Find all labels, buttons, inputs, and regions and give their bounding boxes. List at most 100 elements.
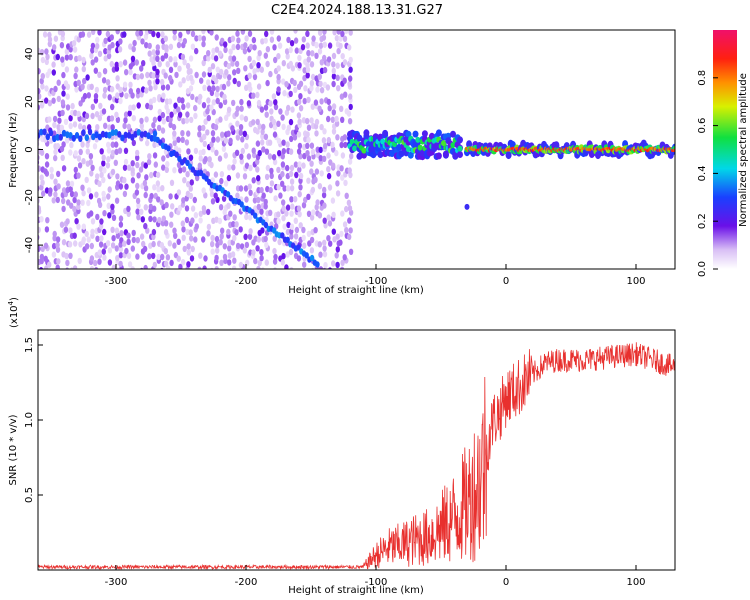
- heatmap-cell: [201, 59, 206, 67]
- heatmap-cell: [452, 152, 459, 160]
- colorbar-ticks: 0.0 0.2 0.4 0.6 0.8: [697, 70, 718, 277]
- heatmap-cell: [251, 59, 257, 67]
- heatmap-cell: [159, 242, 165, 249]
- heatmap-cell: [331, 61, 336, 68]
- heatmap-cell: [81, 158, 86, 165]
- heatmap-cell: [68, 115, 73, 122]
- heatmap-cell: [276, 65, 281, 72]
- heatmap-cell: [141, 60, 146, 67]
- heatmap-cell: [251, 36, 257, 44]
- heatmap-cell: [130, 92, 135, 99]
- heatmap-cell: [102, 68, 108, 75]
- heatmap-cell: [330, 197, 336, 204]
- heatmap-cell: [206, 230, 211, 237]
- heatmap-cell: [65, 267, 70, 269]
- heatmap-cell: [286, 104, 291, 112]
- snr-panel: -300 -200 -100 0 100 0.5 1.0 1.5 Height of str…: [7, 297, 676, 596]
- heatmap-cell: [101, 248, 107, 255]
- heatmap-cell: [309, 61, 315, 68]
- heatmap-cell: [297, 161, 302, 168]
- heatmap-cell: [207, 66, 212, 74]
- heatmap-cell: [251, 119, 256, 126]
- heatmap-cell: [285, 228, 291, 236]
- heatmap-cell: [165, 254, 171, 261]
- heatmap-cell: [314, 118, 320, 126]
- heatmap-cell: [242, 130, 247, 137]
- heatmap-cell: [38, 141, 40, 147]
- heatmap-cell: [135, 208, 140, 215]
- heatmap-cell: [126, 132, 132, 139]
- heatmap-cell: [265, 185, 270, 193]
- heatmap-cell: [269, 30, 275, 35]
- spectrogram-y-label: Frequency (Hz): [8, 112, 19, 188]
- heatmap-cell: [232, 158, 237, 165]
- heatmap-cell: [185, 74, 191, 82]
- heatmap-cell: [165, 60, 170, 68]
- heatmap-cell: [38, 154, 40, 161]
- heatmap-cell: [201, 102, 207, 109]
- heatmap-cell: [80, 199, 85, 206]
- heatmap-cell: [309, 117, 314, 124]
- heatmap-cell: [326, 56, 332, 63]
- heatmap-cell: [339, 165, 344, 172]
- heatmap-cell: [217, 217, 223, 225]
- heatmap-cell: [90, 228, 95, 235]
- heatmap-cell: [227, 245, 232, 252]
- heatmap-cell: [284, 210, 289, 217]
- heatmap-cell: [235, 43, 241, 51]
- heatmap-cell: [231, 43, 236, 51]
- heatmap-cell: [144, 42, 149, 49]
- heatmap-cell: [322, 239, 327, 246]
- heatmap-cell: [218, 204, 224, 211]
- heatmap-cell: [195, 174, 200, 182]
- heatmap-cell: [85, 74, 90, 81]
- heatmap-cell: [348, 66, 353, 73]
- heatmap-cell: [105, 240, 111, 247]
- heatmap-cell: [273, 267, 278, 269]
- heatmap-cell: [210, 248, 215, 255]
- heatmap-cell: [257, 149, 262, 157]
- heatmap-cell: [139, 65, 144, 72]
- heatmap-cell: [239, 243, 245, 250]
- heatmap-cell: [139, 91, 144, 98]
- heatmap-cell: [209, 141, 214, 148]
- heatmap-cell: [124, 92, 129, 100]
- heatmap-cell: [251, 92, 256, 99]
- heatmap-cell: [111, 214, 117, 221]
- heatmap-cell: [198, 210, 203, 217]
- heatmap-cell: [167, 98, 173, 105]
- heatmap-cell: [251, 147, 256, 154]
- heatmap-cell: [336, 170, 341, 177]
- heatmap-cell: [122, 122, 127, 130]
- heatmap-cell: [228, 48, 233, 55]
- heatmap-cell: [99, 218, 104, 225]
- heatmap-cell: [247, 214, 253, 221]
- heatmap-cell: [213, 192, 218, 199]
- heatmap-cell: [306, 136, 311, 144]
- heatmap-cell: [117, 147, 123, 154]
- heatmap-cell: [248, 189, 253, 196]
- heatmap-cell: [303, 85, 308, 92]
- heatmap-cell: [65, 93, 70, 100]
- heatmap-cell: [88, 153, 94, 160]
- heatmap-cell: [232, 234, 237, 242]
- heatmap-cell: [147, 253, 152, 260]
- heatmap-cell: [213, 55, 219, 62]
- heatmap-cell: [86, 236, 91, 243]
- heatmap-cell: [268, 100, 273, 107]
- heatmap-cell: [185, 228, 190, 236]
- heatmap-cell: [167, 240, 172, 247]
- heatmap-cell: [190, 30, 196, 38]
- heatmap-cell: [180, 97, 185, 104]
- heatmap-cell: [126, 205, 131, 213]
- heatmap-cell: [296, 255, 302, 262]
- heatmap-cell: [222, 98, 228, 106]
- heatmap-cell: [84, 112, 90, 120]
- heatmap-cell: [173, 60, 178, 68]
- heatmap-cell: [301, 117, 307, 124]
- heatmap-cell: [306, 210, 312, 217]
- heatmap-cell: [172, 30, 177, 35]
- heatmap-cell: [169, 111, 174, 118]
- heatmap-cell: [148, 242, 153, 249]
